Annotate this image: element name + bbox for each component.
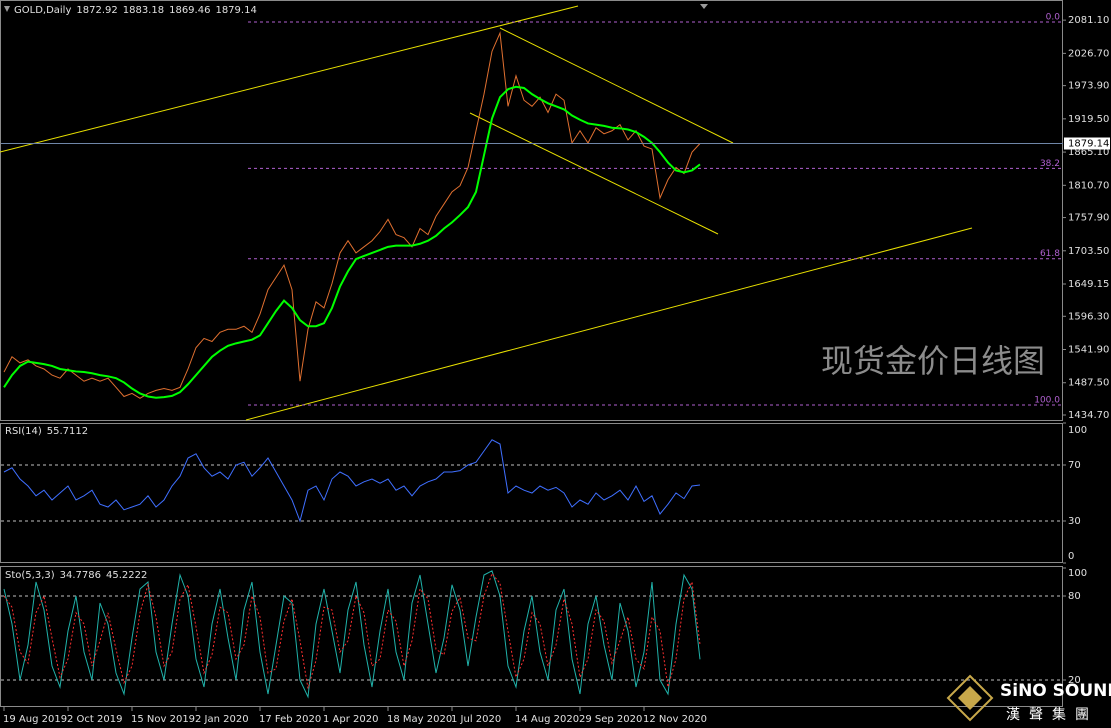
series-line: [3, 439, 701, 523]
down-channel-upper: [499, 27, 734, 144]
y-tick-label: 2026.70: [1068, 48, 1109, 59]
indicator-value: 34.7786: [60, 570, 101, 581]
y-tick-label: 1703.50: [1068, 246, 1109, 257]
logo-icon: [946, 674, 994, 722]
price-panel: [0, 0, 1063, 421]
fib-label: 38.2: [1040, 159, 1060, 169]
indicator-value: 45.2222: [106, 570, 147, 581]
indicator-title: Sto(5,3,3): [5, 570, 55, 581]
y-tick-label: 100: [1068, 568, 1087, 579]
x-tick-label: 2 Oct 2019: [67, 714, 122, 725]
logo-name: SiNO SOUND: [1000, 681, 1111, 701]
x-tick-label: 29 Sep 2020: [579, 714, 642, 725]
fib-label: 0.0: [1046, 13, 1061, 23]
y-tick-label: 80: [1068, 591, 1081, 602]
fib-label: 100.0: [1034, 396, 1060, 406]
y-tick-label: 2081.10: [1068, 15, 1109, 26]
y-tick-label: 1757.90: [1068, 213, 1109, 224]
y-tick-label: 1434.70: [1068, 410, 1109, 421]
ohlc-value: 1879.14: [215, 5, 256, 16]
fib-label: 61.8: [1040, 249, 1060, 259]
x-tick-label: 17 Feb 2020: [259, 714, 321, 725]
logo-icon-inner: [958, 686, 982, 710]
series-line: [3, 85, 701, 399]
y-tick-label: 1973.90: [1068, 81, 1109, 92]
x-tick-label: 14 Aug 2020: [515, 714, 579, 725]
series-line: [3, 570, 701, 699]
plot-area: [1, 570, 1063, 699]
channel-upper: [0, 5, 579, 153]
panel-header: RSI(14) 55.7112: [5, 426, 88, 437]
y-tick-label: 1919.50: [1068, 114, 1109, 125]
y-tick-label: 1649.15: [1068, 279, 1109, 290]
series-line: [3, 572, 701, 689]
x-tick-label: 15 Nov 2019: [131, 714, 195, 725]
down-channel-lower: [469, 112, 719, 235]
y-tick-label: 30: [1068, 516, 1081, 527]
y-tick-label: 70: [1068, 460, 1081, 471]
indicator-value: 55.7112: [47, 426, 88, 437]
x-tick-label: 12 Nov 2020: [643, 714, 707, 725]
y-tick-label: 20: [1068, 675, 1081, 686]
y-tick-label: 100: [1068, 425, 1087, 436]
y-tick-label: 1487.50: [1068, 378, 1109, 389]
panel-header: Sto(5,3,3) 34.7786 45.2222: [5, 570, 147, 581]
logo-subtitle: 漢聲集團: [1006, 706, 1098, 723]
series-line: [3, 31, 701, 399]
y-tick-label: 1596.30: [1068, 311, 1109, 322]
x-tick-label: 19 Aug 2019: [3, 714, 67, 725]
stochastic-panel: [0, 566, 1063, 707]
plot-area: [1, 21, 1063, 406]
current-price-label: 1879.14: [1068, 139, 1109, 150]
shift-marker: [700, 4, 708, 9]
x-tick-label: 18 May 2020: [387, 714, 452, 725]
x-tick-label: 1 Apr 2020: [323, 714, 378, 725]
rsi-panel: [0, 423, 1063, 563]
y-tick-label: 1810.70: [1068, 180, 1109, 191]
y-tick-label: 1865.10: [1068, 147, 1109, 158]
header-icon: [4, 6, 10, 12]
x-tick-label: 1 Jul 2020: [451, 714, 501, 725]
y-tick-label: 0: [1068, 551, 1074, 562]
watermark: 现货金价日线图: [821, 342, 1045, 380]
plot-area: [1, 439, 1063, 523]
indicator-title: RSI(14): [5, 426, 42, 437]
logo: SiNO SOUND 漢聲集團: [946, 674, 1111, 723]
x-tick-label: 2 Jan 2020: [195, 714, 249, 725]
current-price-box: [1064, 137, 1110, 150]
ohlc-value: 1883.18: [123, 5, 164, 16]
indicator-title: GOLD,Daily: [14, 5, 71, 16]
y-tick-label: 1541.90: [1068, 345, 1109, 356]
panel-header: GOLD,Daily 1872.92 1883.18 1869.46 1879.14: [14, 5, 257, 16]
channel-lower: [245, 227, 973, 421]
ohlc-value: 1869.46: [169, 5, 210, 16]
trendlines: [0, 5, 973, 421]
ohlc-value: 1872.92: [76, 5, 117, 16]
